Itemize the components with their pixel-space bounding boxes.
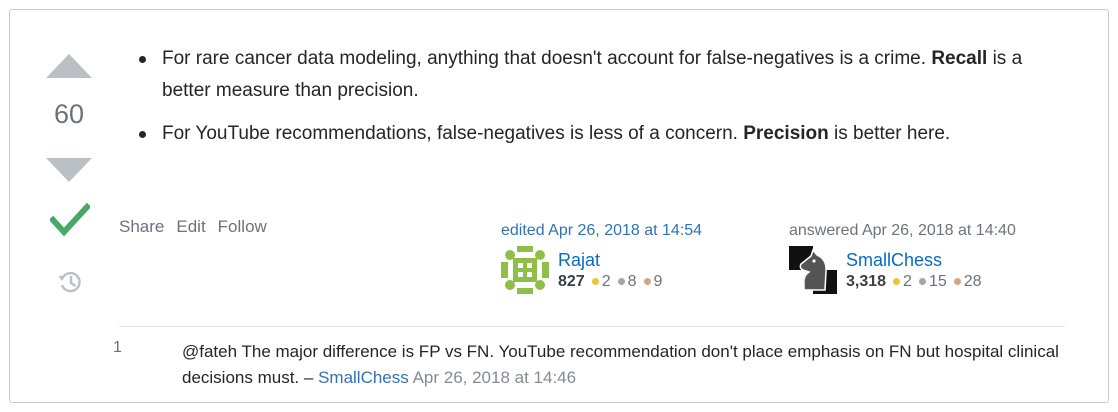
answered-timestamp: answered Apr 26, 2018 at 14:40 [789,222,1016,239]
comment: @fateh The major difference is FP vs FN.… [182,339,1062,391]
bold-term: Precision [743,123,829,144]
editor-name-link[interactable]: Rajat [558,250,601,270]
bronze-badge-icon [953,278,961,285]
silver-badge-count: 15 [928,273,947,290]
comment-user-link[interactable]: SmallChess [318,368,409,387]
bronze-badge-icon [643,278,651,285]
editor-reputation: 827 2 8 9 [558,273,662,291]
bold-term: Recall [931,48,988,69]
history-icon[interactable] [57,269,83,295]
upvote-arrow-icon[interactable] [46,54,92,78]
silver-badge-icon [617,278,625,285]
author-name-link[interactable]: SmallChess [846,250,943,270]
bronze-badge-count: 28 [963,273,982,290]
edited-timestamp-link[interactable]: edited Apr 26, 2018 at 14:54 [501,222,703,239]
post-menu: Share Edit Follow [119,217,267,237]
bronze-badge-count: 9 [653,273,663,290]
downvote-arrow-icon[interactable] [46,158,92,182]
gold-badge-icon [591,278,599,285]
silver-badge-count: 8 [627,273,637,290]
comment-text: @fateh The major difference is FP vs FN.… [182,342,1059,387]
gold-badge-count: 2 [903,273,912,290]
post-body: For rare cancer data modeling, anything … [134,43,1074,161]
author-avatar[interactable] [789,246,837,294]
list-item: For rare cancer data modeling, anything … [134,43,1074,107]
reputation-score: 827 [558,273,585,290]
edit-link[interactable]: Edit [176,217,206,236]
gold-badge-icon [893,278,901,285]
gold-badge-count: 2 [601,273,611,290]
comment-score: 1 [113,339,122,356]
author-reputation: 3,318 2 15 28 [846,273,982,291]
list-item: For YouTube recommendations, false-negat… [134,118,1074,150]
answer-card: 60 For rare cancer data modeling, anythi… [9,9,1109,403]
follow-link[interactable]: Follow [217,217,267,236]
author-signature: answered Apr 26, 2018 at 14:40 SmallChes… [789,222,1016,294]
vote-count: 60 [53,99,85,129]
editor-signature: edited Apr 26, 2018 at 14:54 [501,222,702,294]
comments-divider [119,326,1065,327]
share-link[interactable]: Share [119,217,165,236]
editor-avatar[interactable] [501,246,549,294]
comment-date[interactable]: Apr 26, 2018 at 14:46 [412,368,577,387]
accepted-checkmark-icon [50,203,90,237]
reputation-score: 3,318 [846,273,887,290]
silver-badge-icon [918,278,926,285]
